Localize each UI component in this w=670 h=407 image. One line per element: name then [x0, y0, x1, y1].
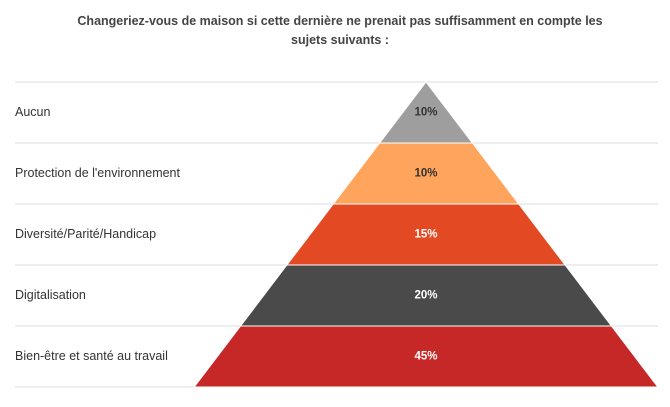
- value-label: 20%: [414, 290, 437, 302]
- value-labels: 10% 10% 15% 20% 45%: [414, 107, 437, 363]
- pyramid-segments: [193, 81, 659, 388]
- category-label: Bien-être et santé au travail: [15, 349, 168, 363]
- value-label: 45%: [414, 351, 437, 363]
- value-label: 10%: [414, 168, 437, 180]
- chart-title: Changeriez-vous de maison si cette derni…: [77, 14, 603, 47]
- value-label: 10%: [414, 107, 437, 119]
- value-label: 15%: [414, 229, 437, 241]
- pyramid-segment: [193, 325, 659, 388]
- category-labels: Aucun Protection de l'environnement Divers…: [15, 105, 181, 363]
- category-label: Digitalisation: [15, 288, 86, 302]
- category-label: Aucun: [15, 105, 50, 119]
- category-label: Diversité/Parité/Handicap: [15, 227, 156, 241]
- category-label: Protection de l'environnement: [15, 166, 181, 180]
